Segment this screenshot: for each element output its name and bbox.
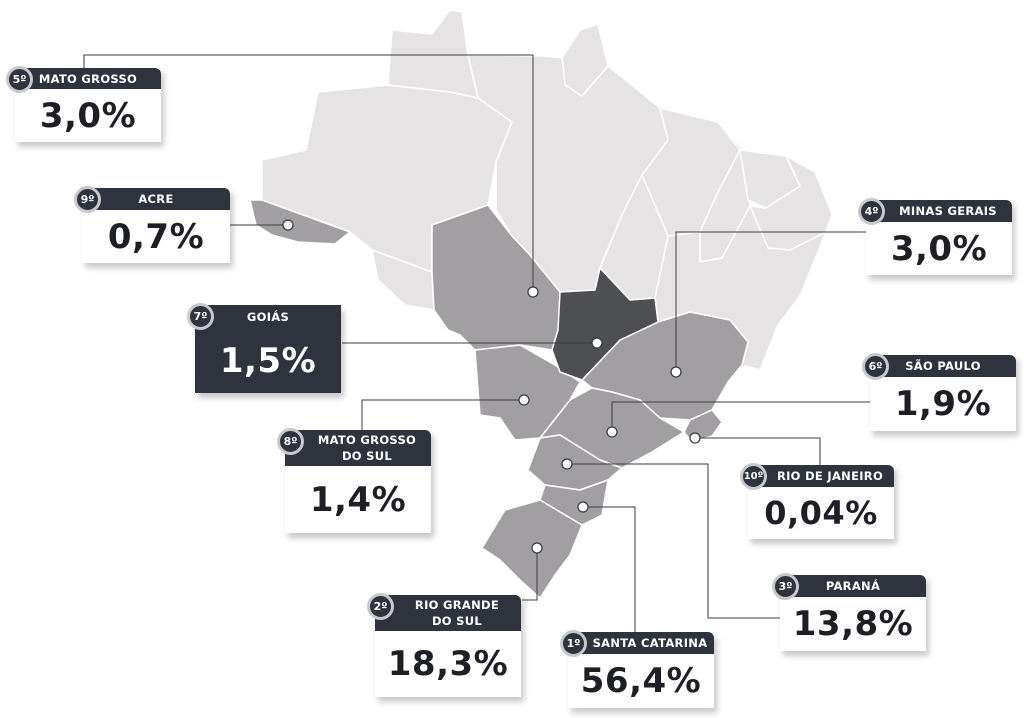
state-bahia: [654, 205, 827, 371]
leader-rio-grande-do-sul: [522, 548, 538, 601]
region-value: 1,5%: [219, 341, 317, 381]
region-value: 0,7%: [107, 216, 205, 257]
region-value: 56,4%: [580, 661, 702, 701]
region-value: 1,4%: [309, 479, 407, 520]
leader-santa-catarina: [583, 506, 636, 632]
card-rio-de-janeiro: RIO DE JANEIRO 0,04%: [748, 465, 894, 539]
marker-rio-grande-do-sul: [531, 542, 543, 554]
marker-minas-gerais: [670, 366, 682, 378]
region-name: SÃO PAULO: [870, 355, 1016, 377]
region-value: 1,9%: [894, 384, 992, 424]
marker-rio-de-janeiro: [689, 432, 701, 444]
region-value: 3,0%: [890, 228, 988, 269]
region-name: ACRE: [82, 188, 230, 210]
leader-lines: [83, 54, 870, 632]
region-name: SANTA CATARINA: [568, 632, 714, 654]
rank-badge: 1º: [560, 630, 587, 657]
region-value: 3,0%: [39, 95, 137, 136]
rank-badge: 10º: [740, 463, 767, 490]
card-rio-grande-do-sul: RIO GRANDE DO SUL 18,3%: [375, 595, 521, 697]
marker-acre: [282, 219, 294, 231]
region-name: MINAS GERAIS: [866, 200, 1012, 222]
rank-badge: 2º: [367, 593, 394, 620]
marker-sao-paulo: [606, 426, 618, 438]
leader-parana: [567, 463, 780, 619]
rank-badge: 7º: [187, 303, 214, 330]
card-goias: GOIÁS 1,5%: [195, 305, 341, 393]
region-name: GOIÁS: [195, 305, 341, 329]
leader-rio-de-janeiro: [695, 437, 821, 465]
state-roraima: [387, 9, 479, 99]
marker-mato-grosso-do-sul: [518, 394, 530, 406]
card-santa-catarina: SANTA CATARINA 56,4%: [568, 632, 714, 708]
region-name: RIO DE JANEIRO: [748, 465, 894, 487]
state-acre: [249, 199, 351, 245]
state-rondonia: [371, 249, 435, 311]
card-minas-gerais: MINAS GERAIS 3,0%: [866, 200, 1012, 275]
rank-badge: 6º: [862, 353, 889, 380]
card-parana: PARANÁ 13,8%: [780, 575, 926, 651]
rank-badge: 5º: [6, 66, 33, 93]
leader-mato-grosso-do-sul: [361, 399, 524, 430]
marker-parana: [561, 458, 573, 470]
region-name: MATO GROSSO DO SUL: [285, 430, 431, 466]
card-acre: ACRE 0,7%: [82, 188, 230, 263]
region-value: 13,8%: [792, 604, 914, 644]
rank-badge: 4º: [858, 198, 885, 225]
region-name: RIO GRANDE DO SUL: [375, 595, 521, 631]
region-name: PARANÁ: [780, 575, 926, 597]
state-goias: [551, 267, 659, 381]
card-sao-paulo: SÃO PAULO 1,9%: [870, 355, 1016, 431]
rank-badge: 9º: [74, 186, 101, 213]
region-value: 18,3%: [387, 644, 509, 684]
leader-minas-gerais: [675, 231, 866, 372]
region-value: 0,04%: [764, 494, 878, 532]
marker-goias: [591, 337, 603, 349]
marker-mato-grosso: [527, 286, 539, 298]
leader-mato-grosso: [83, 54, 534, 292]
marker-santa-catarina: [577, 501, 589, 513]
region-name: MATO GROSSO: [15, 68, 161, 89]
card-mato-grosso: MATO GROSSO 3,0%: [15, 68, 161, 142]
card-mato-grosso-do-sul: MATO GROSSO DO SUL 1,4%: [285, 430, 431, 533]
rank-badge: 3º: [772, 573, 799, 600]
rank-badge: 8º: [277, 428, 304, 455]
leader-sao-paulo: [611, 401, 870, 432]
